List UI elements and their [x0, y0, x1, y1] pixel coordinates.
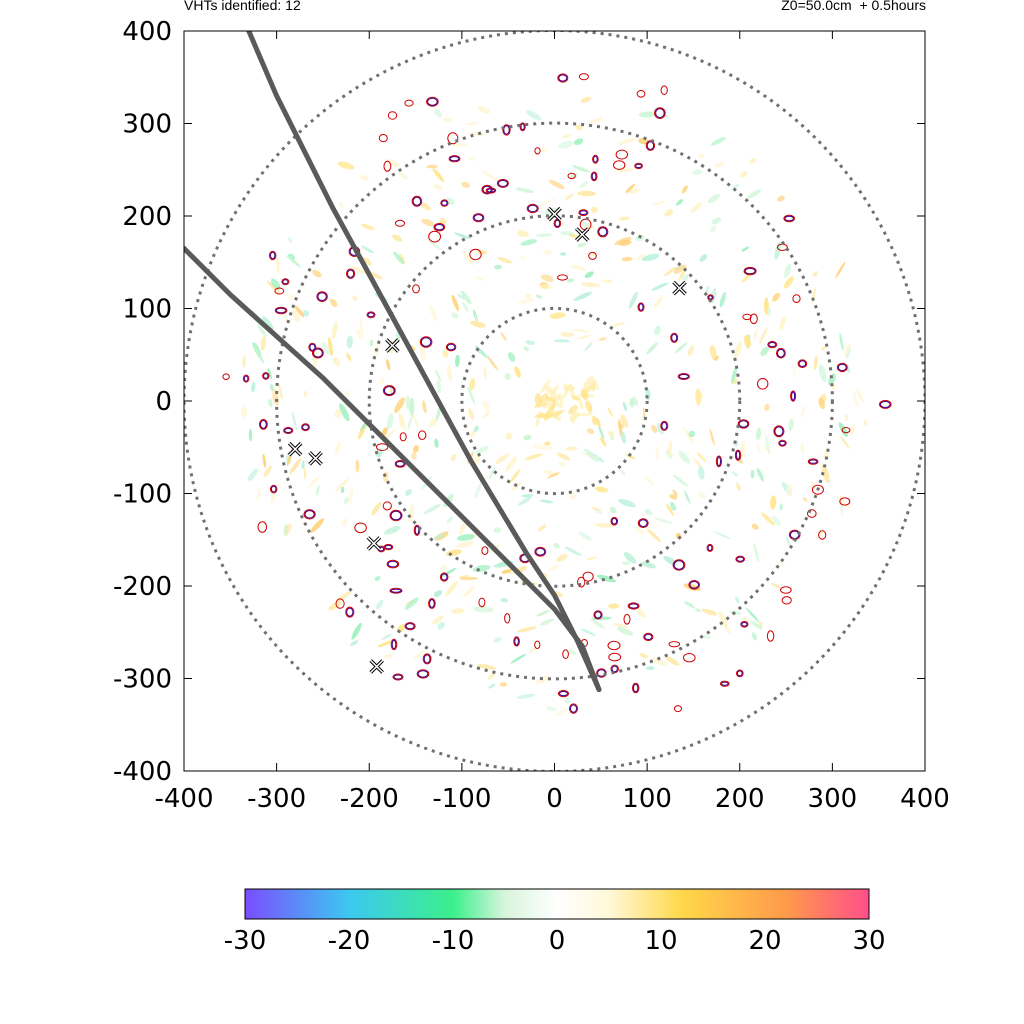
colorbar-tick-label: 10 [644, 926, 677, 956]
y-tick-label: 100 [122, 295, 172, 325]
colorbar-ramp [244, 888, 870, 920]
y-tick-label: -100 [113, 480, 172, 510]
colorbar-tick-label: -30 [224, 926, 266, 956]
vht-marker [672, 280, 687, 296]
vertical-velocity-field [222, 73, 892, 717]
x-tick-label: 100 [622, 784, 672, 814]
vht-marker [308, 451, 323, 466]
colorbar-tick-label: 30 [852, 926, 885, 956]
colorbar-tick-label: 0 [549, 926, 566, 956]
track-line [246, 31, 602, 693]
colorbar-tick-label: 20 [748, 926, 781, 956]
x-tick-label: 200 [715, 784, 765, 814]
y-tick-label: -200 [113, 572, 172, 602]
y-tick-label: 200 [122, 202, 172, 232]
x-tick-label: -300 [247, 784, 306, 814]
track-lines [184, 31, 602, 693]
track-line [184, 245, 602, 693]
vht-markers [287, 206, 687, 674]
colorbar-tick-label: -10 [432, 926, 474, 956]
range-ring [275, 121, 834, 681]
vht-marker [366, 536, 382, 551]
y-tick-label: 400 [122, 17, 172, 47]
vht-marker [369, 659, 384, 674]
range-ring [460, 306, 649, 496]
colorbar: -30 -20 -10 0 10 20 30 [224, 888, 886, 956]
x-tick-label: 0 [546, 784, 563, 814]
y-tick-label: 0 [155, 387, 172, 417]
level-time-label: Z0=50.0cm + 0.5hours [781, 0, 926, 13]
y-tick-label: 300 [122, 110, 172, 140]
vht-marker [287, 441, 303, 457]
y-tick-label: -300 [113, 665, 172, 695]
x-tick-label: 400 [900, 784, 950, 814]
vht-marker [547, 206, 562, 222]
y-tick-label: -400 [113, 757, 172, 787]
x-tick-label: -200 [340, 784, 399, 814]
axes: -400 -300 -200 -100 0 100 200 300 400 -400 -300 -20… [113, 17, 950, 814]
colorbar-tick-label: -20 [328, 926, 370, 956]
vht-marker [575, 227, 590, 242]
x-tick-label: -100 [432, 784, 491, 814]
x-tick-label: 300 [808, 784, 858, 814]
vht-count-label: VHTs identified: 12 [184, 0, 301, 13]
x-tick-label: -400 [154, 784, 213, 814]
vht-marker [385, 338, 400, 353]
